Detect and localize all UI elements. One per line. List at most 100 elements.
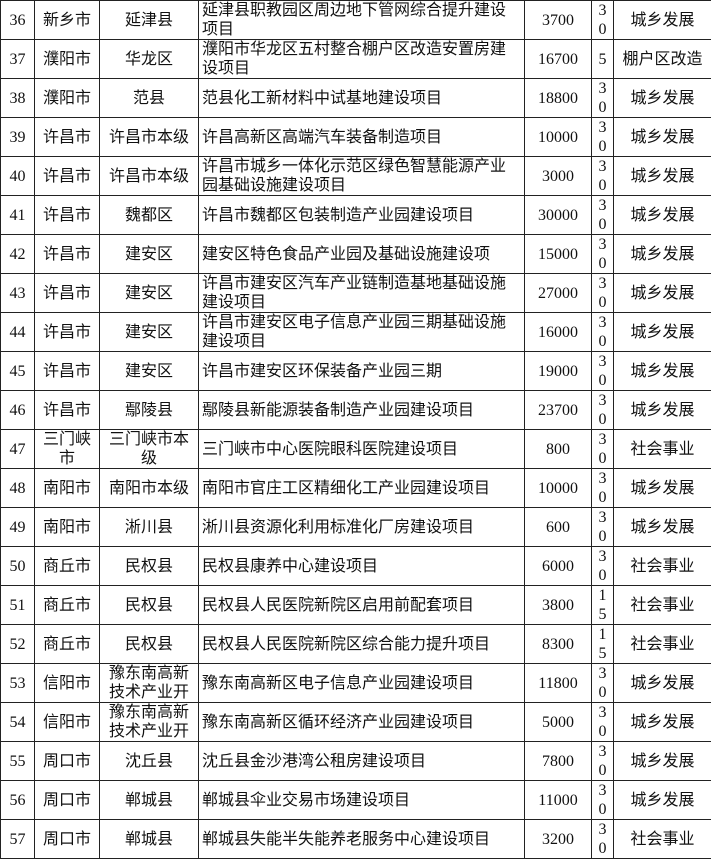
city: 濮阳市 [35,40,100,79]
row-number: 48 [1,469,35,508]
row-number: 55 [1,742,35,781]
city: 许昌市 [35,235,100,274]
city: 许昌市 [35,157,100,196]
project-name: 延津县职教园区周边地下管网综合提升建设项目 [199,1,525,40]
years: 30 [592,391,614,430]
category: 社会事业 [614,586,711,625]
project-name: 民权县人民医院新院区启用前配套项目 [199,586,525,625]
amount: 7800 [525,742,592,781]
category: 城乡发展 [614,469,711,508]
county: 华龙区 [100,40,199,79]
county: 建安区 [100,352,199,391]
project-name: 许昌高新区高端汽车装备制造项目 [199,118,525,157]
category: 城乡发展 [614,313,711,352]
years: 30 [592,703,614,742]
amount: 8300 [525,625,592,664]
years: 30 [592,118,614,157]
county: 许昌市本级 [100,118,199,157]
category: 社会事业 [614,430,711,469]
county: 民权县 [100,586,199,625]
row-number: 49 [1,508,35,547]
row-number: 40 [1,157,35,196]
project-name: 许昌市建安区电子信息产业园三期基础设施建设项目 [199,313,525,352]
amount: 10000 [525,118,592,157]
category: 城乡发展 [614,118,711,157]
category: 城乡发展 [614,235,711,274]
row-number: 36 [1,1,35,40]
row-number: 56 [1,781,35,820]
project-name: 豫东南高新区循环经济产业园建设项目 [199,703,525,742]
row-number: 57 [1,820,35,859]
years: 30 [592,235,614,274]
row-number: 51 [1,586,35,625]
category: 城乡发展 [614,157,711,196]
amount: 27000 [525,274,592,313]
category: 城乡发展 [614,742,711,781]
project-name: 淅川县资源化利用标准化厂房建设项目 [199,508,525,547]
row-number: 54 [1,703,35,742]
county: 建安区 [100,313,199,352]
project-name: 沈丘县金沙港湾公租房建设项目 [199,742,525,781]
row-number: 43 [1,274,35,313]
years: 15 [592,625,614,664]
years: 30 [592,157,614,196]
category: 城乡发展 [614,391,711,430]
city: 商丘市 [35,625,100,664]
category: 城乡发展 [614,703,711,742]
county: 郸城县 [100,781,199,820]
row-number: 38 [1,79,35,118]
years: 30 [592,664,614,703]
category: 城乡发展 [614,196,711,235]
amount: 23700 [525,391,592,430]
years: 30 [592,820,614,859]
years: 30 [592,352,614,391]
years: 5 [592,40,614,79]
category: 城乡发展 [614,508,711,547]
project-name: 许昌市城乡一体化示范区绿色智慧能源产业园基础设施建设项目 [199,157,525,196]
county: 沈丘县 [100,742,199,781]
years: 30 [592,79,614,118]
city: 信阳市 [35,703,100,742]
amount: 18800 [525,79,592,118]
amount: 11800 [525,664,592,703]
row-number: 47 [1,430,35,469]
city: 濮阳市 [35,79,100,118]
category: 城乡发展 [614,274,711,313]
years: 30 [592,781,614,820]
city: 许昌市 [35,118,100,157]
city: 许昌市 [35,352,100,391]
category: 社会事业 [614,820,711,859]
county: 豫东南高新技术产业开 [100,703,199,742]
city: 信阳市 [35,664,100,703]
county: 魏都区 [100,196,199,235]
years: 30 [592,274,614,313]
project-name: 建安区特色食品产业园及基础设施建设项 [199,235,525,274]
years: 30 [592,469,614,508]
county: 建安区 [100,274,199,313]
category: 社会事业 [614,625,711,664]
city: 南阳市 [35,469,100,508]
amount: 16000 [525,313,592,352]
amount: 3200 [525,820,592,859]
project-name: 郸城县伞业交易市场建设项目 [199,781,525,820]
county: 民权县 [100,625,199,664]
project-name: 民权县人民医院新院区综合能力提升项目 [199,625,525,664]
category: 社会事业 [614,547,711,586]
row-number: 46 [1,391,35,430]
project-name: 许昌市建安区汽车产业链制造基地基础设施建设项目 [199,274,525,313]
county: 建安区 [100,235,199,274]
project-name: 民权县康养中心建设项目 [199,547,525,586]
row-number: 41 [1,196,35,235]
project-name: 许昌市魏都区包装制造产业园建设项目 [199,196,525,235]
county: 郸城县 [100,820,199,859]
